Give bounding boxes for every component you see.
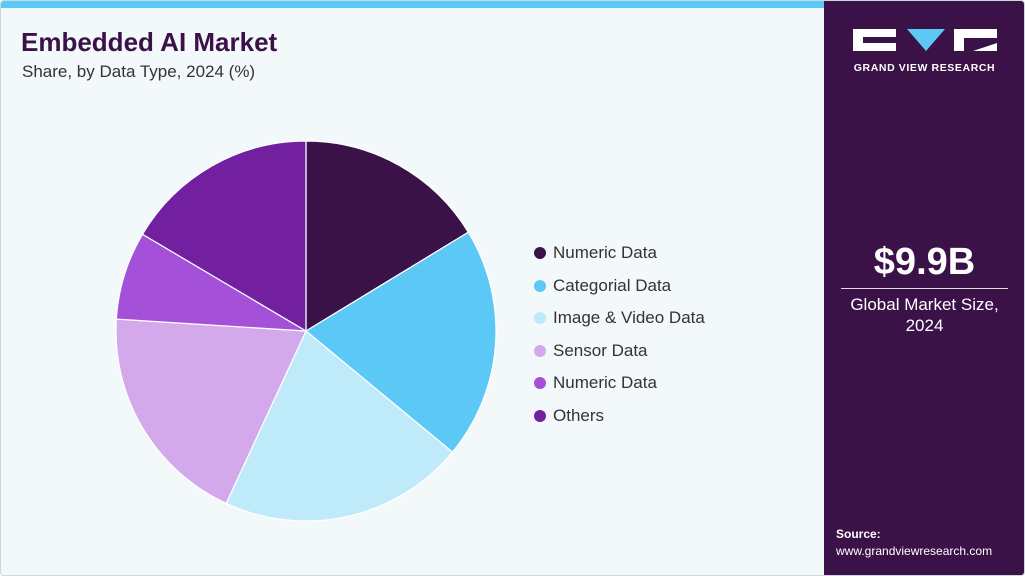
legend-label: Image & Video Data [553, 308, 705, 328]
market-size-label-line1: Global Market Size, [850, 295, 999, 314]
legend-swatch [534, 312, 546, 325]
chart-subtitle: Share, by Data Type, 2024 (%) [22, 62, 256, 81]
chart-title: Embedded AI Market [21, 27, 278, 57]
side-panel: GRAND VIEW RESEARCH $9.9B Global Market … [824, 1, 1024, 575]
accent-top-bar [1, 1, 824, 8]
chart-legend: Numeric Data Categorial Data Image & Video… [534, 237, 705, 432]
grand-view-research-logo [853, 29, 997, 51]
legend-swatch [534, 377, 546, 390]
legend-label: Numeric Data [553, 373, 657, 393]
logo-wordmark: GRAND VIEW RESEARCH [853, 62, 996, 74]
legend-label: Others [553, 405, 605, 425]
pie-slice [305, 140, 470, 333]
pie-chart [115, 140, 497, 522]
legend-swatch [534, 279, 546, 292]
pie-slices [115, 140, 497, 522]
legend-label: Sensor Data [553, 340, 648, 360]
source-label: Source: [836, 527, 881, 541]
legend-swatch [534, 344, 546, 357]
pie-slice [115, 318, 307, 505]
legend-label: Numeric Data [553, 243, 657, 263]
legend-item: Others [534, 400, 705, 433]
market-size-label: Global Market Size, 2024 [824, 294, 1024, 336]
legend-label: Categorial Data [553, 275, 672, 295]
market-size-divider [841, 288, 1008, 289]
legend-item: Sensor Data [534, 335, 705, 368]
legend-item: Categorial Data [534, 270, 705, 303]
legend-item: Image & Video Data [534, 302, 705, 335]
legend-swatch [534, 409, 546, 422]
legend-swatch [534, 247, 546, 260]
market-size-value: $9.9B [873, 241, 976, 283]
legend-item: Numeric Data [534, 367, 705, 400]
source-url[interactable]: www.grandviewresearch.com [836, 544, 993, 558]
market-size-label-line2: 2024 [905, 316, 944, 335]
pie-slice [141, 140, 307, 333]
pie-slice [225, 330, 454, 522]
legend-item: Numeric Data [534, 237, 705, 270]
pie-slice [304, 231, 497, 453]
